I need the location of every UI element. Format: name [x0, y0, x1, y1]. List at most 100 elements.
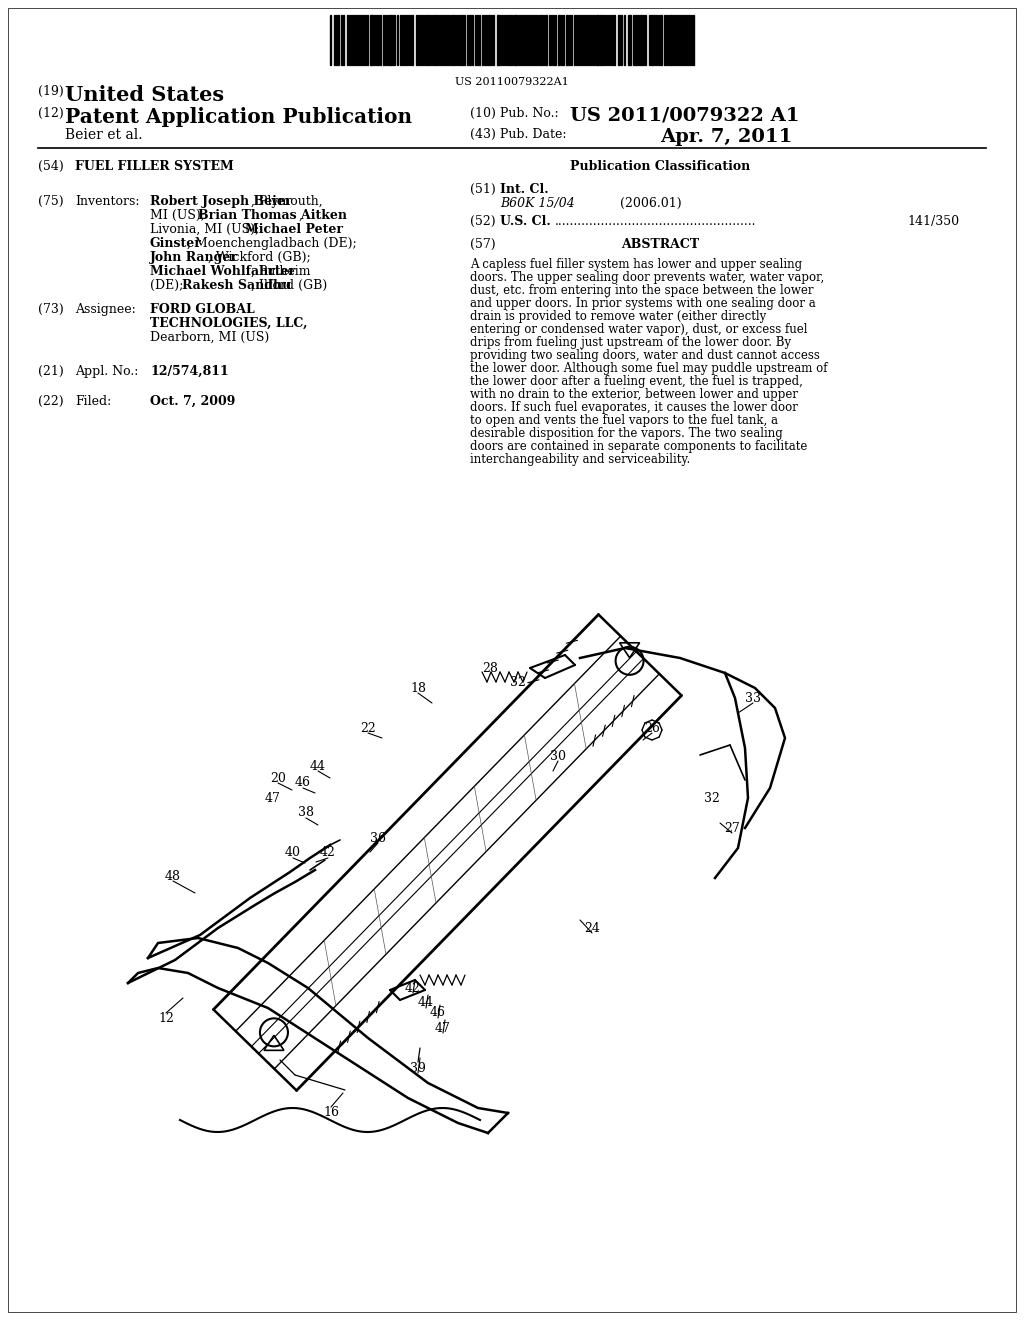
Bar [558, 15, 560, 65]
Text: TECHNOLOGIES, LLC,: TECHNOLOGIES, LLC, [150, 317, 307, 330]
Text: United States: United States [65, 84, 224, 106]
Text: (73): (73) [38, 304, 68, 315]
Bar [469, 15, 471, 65]
Text: 36: 36 [370, 832, 386, 845]
Text: dust, etc. from entering into the space between the lower: dust, etc. from entering into the space … [470, 284, 813, 297]
Text: Livonia, MI (US);: Livonia, MI (US); [150, 223, 263, 236]
Text: 12: 12 [158, 1011, 174, 1024]
Text: 24: 24 [584, 921, 600, 935]
Text: 32: 32 [705, 792, 720, 804]
Text: 44: 44 [310, 759, 326, 772]
Text: doors. If such fuel evaporates, it causes the lower door: doors. If such fuel evaporates, it cause… [470, 401, 798, 414]
Text: FUEL FILLER SYSTEM: FUEL FILLER SYSTEM [75, 160, 233, 173]
Text: , Wickford (GB);: , Wickford (GB); [208, 251, 311, 264]
Bar [613, 15, 615, 65]
Text: (54): (54) [38, 160, 68, 173]
Text: US 2011/0079322 A1: US 2011/0079322 A1 [570, 107, 800, 125]
Text: MI (US);: MI (US); [150, 209, 209, 222]
Text: Dearborn, MI (US): Dearborn, MI (US) [150, 331, 269, 345]
Text: 28: 28 [482, 661, 498, 675]
Text: 44: 44 [418, 997, 434, 1010]
Text: 42: 42 [321, 846, 336, 859]
Bar [545, 15, 547, 65]
Text: desirable disposition for the vapors. The two sealing: desirable disposition for the vapors. Th… [470, 426, 782, 440]
Text: B60K 15/04: B60K 15/04 [500, 197, 574, 210]
Bar [509, 15, 511, 65]
Text: 46: 46 [295, 776, 311, 789]
Text: Oct. 7, 2009: Oct. 7, 2009 [150, 395, 236, 408]
Text: 16: 16 [323, 1106, 339, 1119]
Text: (22): (22) [38, 395, 68, 408]
Text: Robert Joseph Beier: Robert Joseph Beier [150, 195, 292, 209]
Text: , Pulheim: , Pulheim [251, 265, 310, 279]
Bar [370, 15, 373, 65]
Text: A capless fuel filler system has lower and upper sealing: A capless fuel filler system has lower a… [470, 257, 802, 271]
Text: U.S. Cl.: U.S. Cl. [500, 215, 551, 228]
Text: (2006.01): (2006.01) [620, 197, 682, 210]
Text: doors are contained in separate components to facilitate: doors are contained in separate componen… [470, 440, 807, 453]
Text: Brian Thomas Aitken: Brian Thomas Aitken [198, 209, 347, 222]
Text: (21): (21) [38, 366, 68, 378]
Text: 27: 27 [724, 821, 740, 834]
Bar [660, 15, 662, 65]
Text: 39: 39 [410, 1061, 426, 1074]
Text: 47: 47 [265, 792, 281, 804]
Bar [452, 15, 454, 65]
Bar [635, 15, 637, 65]
Text: Apr. 7, 2011: Apr. 7, 2011 [660, 128, 793, 147]
Text: 48: 48 [165, 870, 181, 883]
Text: (75): (75) [38, 195, 68, 209]
Text: 26: 26 [644, 722, 659, 734]
Text: , Moenchengladbach (DE);: , Moenchengladbach (DE); [187, 238, 356, 249]
Bar [600, 15, 602, 65]
Text: 20: 20 [270, 771, 286, 784]
Text: drips from fueling just upstream of the lower door. By: drips from fueling just upstream of the … [470, 337, 792, 348]
Text: (57): (57) [470, 238, 496, 251]
Text: 32: 32 [510, 676, 526, 689]
Text: Inventors:: Inventors: [75, 195, 139, 209]
Text: (52): (52) [470, 215, 500, 228]
Bar [618, 15, 620, 65]
Text: 33: 33 [745, 692, 761, 705]
Bar [497, 15, 500, 65]
Text: Patent Application Publication: Patent Application Publication [65, 107, 412, 127]
Text: 40: 40 [285, 846, 301, 859]
Text: Appl. No.:: Appl. No.: [75, 366, 138, 378]
Bar [670, 15, 672, 65]
Bar [640, 15, 642, 65]
Text: ABSTRACT: ABSTRACT [621, 238, 699, 251]
Bar [596, 15, 599, 65]
Bar [389, 15, 392, 65]
Text: (51): (51) [470, 183, 500, 195]
Text: John Ranger: John Ranger [150, 251, 238, 264]
Text: Filed:: Filed: [75, 395, 112, 408]
Bar [540, 15, 542, 65]
Text: Beier et al.: Beier et al. [65, 128, 142, 143]
Text: doors. The upper sealing door prevents water, water vapor,: doors. The upper sealing door prevents w… [470, 271, 824, 284]
Bar [435, 15, 437, 65]
Text: providing two sealing doors, water and dust cannot access: providing two sealing doors, water and d… [470, 348, 820, 362]
Bar [566, 15, 568, 65]
Text: to open and vents the fuel vapors to the fuel tank, a: to open and vents the fuel vapors to the… [470, 414, 778, 426]
Text: the lower door. Although some fuel may puddle upstream of: the lower door. Although some fuel may p… [470, 362, 827, 375]
Text: Int. Cl.: Int. Cl. [500, 183, 549, 195]
Text: Assignee:: Assignee: [75, 304, 136, 315]
Text: ....................................................: ........................................… [555, 215, 757, 228]
Text: drain is provided to remove water (either directly: drain is provided to remove water (eithe… [470, 310, 766, 323]
Text: 141/350: 141/350 [908, 215, 961, 228]
Text: ,: , [298, 209, 302, 222]
Text: 12/574,811: 12/574,811 [150, 366, 228, 378]
Text: US 20110079322A1: US 20110079322A1 [455, 77, 569, 87]
Bar [461, 15, 463, 65]
Text: 46: 46 [430, 1006, 446, 1019]
Text: Rakesh Sandhu: Rakesh Sandhu [182, 279, 291, 292]
Text: and upper doors. In prior systems with one sealing door a: and upper doors. In prior systems with o… [470, 297, 816, 310]
Bar [393, 15, 395, 65]
Text: FORD GLOBAL: FORD GLOBAL [150, 304, 255, 315]
Text: (12): (12) [38, 107, 68, 120]
Text: (DE);: (DE); [150, 279, 187, 292]
Text: Michael Wohlfahrter: Michael Wohlfahrter [150, 265, 295, 279]
Text: entering or condensed water vapor), dust, or excess fuel: entering or condensed water vapor), dust… [470, 323, 808, 337]
Text: Ginster: Ginster [150, 238, 202, 249]
Text: interchangeability and serviceability.: interchangeability and serviceability. [470, 453, 690, 466]
